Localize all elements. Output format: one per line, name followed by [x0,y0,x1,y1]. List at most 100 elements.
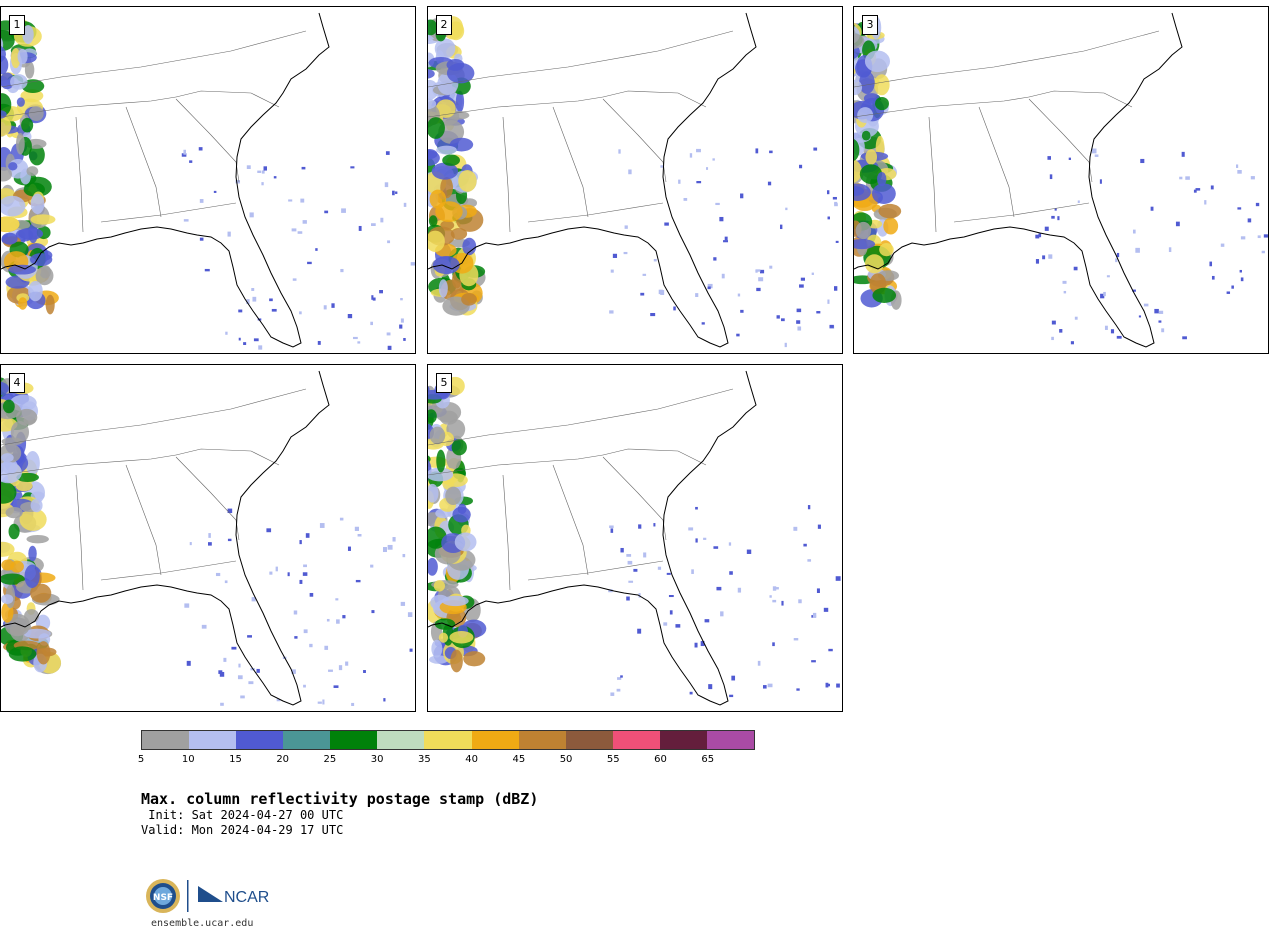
reflectivity-cell [1059,329,1063,333]
reflectivity-cell [1237,207,1242,210]
plot-title: Max. column reflectivity postage stamp (… [141,790,539,808]
reflectivity-cell [252,296,257,302]
reflectivity-cell [462,237,477,256]
reflectivity-cell [400,601,406,606]
reflectivity-cell [357,341,361,344]
colorbar-swatch [283,731,331,749]
reflectivity-cell [610,528,614,533]
reflectivity-cell [432,256,460,275]
reflectivity-cell [700,641,705,647]
reflectivity-cell [1,541,15,557]
reflectivity-cell [776,315,780,319]
reflectivity-cell [238,663,241,668]
state-boundary [552,464,589,576]
reflectivity-cell [336,619,340,624]
reflectivity-cell [385,151,390,155]
reflectivity-cell [355,579,361,583]
state-boundary [1,388,307,446]
reflectivity-cell [609,310,614,314]
reflectivity-cell [392,537,396,542]
reflectivity-cell [737,293,741,297]
reflectivity-cell [227,508,233,514]
reflectivity-cell [1240,236,1246,240]
reflectivity-cell [379,290,383,294]
reflectivity-cell [18,297,28,310]
reflectivity-cell [224,580,228,584]
init-time: Init: Sat 2024-04-27 00 UTC [141,808,344,822]
reflectivity-cell [438,632,449,643]
reflectivity-cell [683,197,688,201]
reflectivity-cell [350,166,355,169]
reflectivity-cell [335,598,339,601]
reflectivity-cell [828,648,833,652]
reflectivity-cell [246,165,251,169]
reflectivity-cell [609,525,614,529]
reflectivity-cell [183,149,187,155]
coastline [1,12,330,348]
reflectivity-cell [1,166,13,182]
reflectivity-cell [1250,176,1255,180]
reflectivity-cell [781,600,784,606]
reflectivity-cell [450,649,463,673]
reflectivity-cell [256,668,260,673]
reflectivity-cell [617,677,622,680]
reflectivity-cell [16,97,25,107]
reflectivity-cell [1132,229,1136,234]
reflectivity-cell [1038,233,1042,238]
reflectivity-cell [1132,289,1136,292]
reflectivity-cell [16,472,39,482]
colorbar-swatch [377,731,425,749]
reflectivity-cell [817,524,821,529]
reflectivity-cell [363,670,366,673]
reflectivity-cell [183,219,189,222]
reflectivity-cell [287,572,290,577]
reflectivity-cell [657,566,662,570]
state-boundary [125,106,162,218]
reflectivity-cell [616,688,621,692]
colorbar-tick-label: 5 [137,754,145,765]
reflectivity-cell [704,619,710,623]
reflectivity-cell [446,59,465,71]
reflectivity-cell [1257,235,1261,239]
colorbar-tick-label: 10 [181,754,195,765]
reflectivity-cell [351,702,355,706]
reflectivity-cell [689,153,693,158]
reflectivity-cell [435,201,463,223]
reflectivity-cell [1193,189,1197,193]
reflectivity-cell [1158,310,1164,314]
reflectivity-cell [1161,328,1165,333]
reflectivity-cell [1077,200,1080,203]
state-boundary [502,474,511,591]
reflectivity-cell [1181,151,1185,157]
reflectivity-cell [746,549,752,554]
reflectivity-cell [317,701,322,704]
reflectivity-cell [653,259,657,262]
colorbar-swatch [189,731,237,749]
svg-text:NSF: NSF [153,893,173,903]
reflectivity-cell [877,171,887,187]
reflectivity-cell [347,546,351,551]
reflectivity-cell [796,688,800,691]
reflectivity-cell [835,240,839,243]
reflectivity-cell [225,331,228,335]
reflectivity-cell [1231,285,1234,289]
reflectivity-cell [1143,303,1149,307]
reflectivity-cell [816,311,821,314]
reflectivity-cell [273,176,277,179]
title-block: Max. column reflectivity postage stamp (… [141,790,538,838]
reflectivity-cell [257,170,262,173]
state-boundary [428,96,604,118]
reflectivity-cell [1240,277,1244,282]
reflectivity-cell [395,191,398,194]
reflectivity-cell [403,337,406,341]
reflectivity-cell [696,148,701,153]
reflectivity-cell [238,337,241,341]
reflectivity-cell [620,547,624,553]
reflectivity-cell [691,569,694,574]
ensemble-member-panel-1: 1 [0,6,416,354]
reflectivity-cell [1239,269,1242,273]
reflectivity-cell [246,299,250,305]
state-boundary [978,106,1015,218]
reflectivity-cell [1211,275,1215,280]
reflectivity-cell [695,506,698,510]
